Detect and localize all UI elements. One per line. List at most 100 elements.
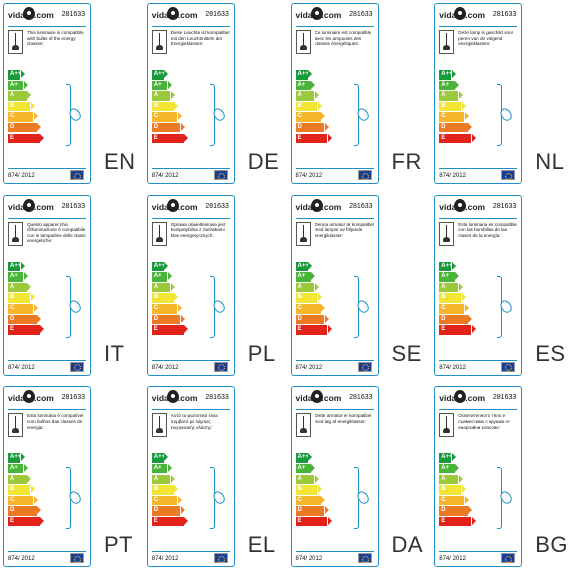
energy-class-bar: E xyxy=(295,516,332,527)
eu-flag-icon xyxy=(501,553,516,564)
pendant-lamp-icon xyxy=(295,221,311,246)
energy-class-bar: C xyxy=(295,304,326,314)
product-code: 281633 xyxy=(61,11,85,18)
energy-class-bar: E xyxy=(295,133,332,144)
energy-class-scale: A++ A+ A B C D E xyxy=(295,261,332,336)
energy-class-bar: A+ xyxy=(295,463,316,474)
eu-flag-icon xyxy=(357,361,372,372)
logo-mark-icon xyxy=(23,198,35,212)
energy-class-bar: D xyxy=(151,314,185,325)
pendant-lamp-icon xyxy=(439,221,455,246)
vidaxl-logo: vida .com xyxy=(296,390,342,405)
compatibility-text: Esta luminaria es compatible con las bom… xyxy=(458,221,517,238)
energy-class-bar: D xyxy=(151,122,185,133)
vidaxl-logo: vida .com xyxy=(296,198,342,214)
divider xyxy=(8,409,86,411)
compatibility-text: Denna armatur är kompatibel med lampor a… xyxy=(314,221,375,238)
energy-class-bar: A+ xyxy=(151,272,173,282)
compatibility-text: This luminaire is compatible with bulbs … xyxy=(27,30,84,47)
divider xyxy=(295,168,374,169)
energy-label-card: vida .com 281633 Αυτό το φωτιστικό είναι… xyxy=(146,386,235,568)
energy-class-bar: B xyxy=(151,101,179,112)
energy-label-cell: vida .com 281633 Dette armatur er kompat… xyxy=(288,383,431,574)
product-code: 281633 xyxy=(205,11,229,18)
pendant-lamp-icon xyxy=(8,221,23,246)
energy-class-bar: C xyxy=(295,495,326,506)
energy-class-bar: D xyxy=(151,506,185,516)
divider xyxy=(151,26,230,27)
language-code: DE xyxy=(247,149,280,174)
divider xyxy=(295,217,374,219)
energy-class-bar: A++ xyxy=(8,70,25,80)
energy-label-card: vida .com 281633 Esta luminaria es compa… xyxy=(434,194,523,376)
compatibility-text: Αυτό το φωτιστικό είναι συμβατό με λάμπε… xyxy=(170,413,218,430)
divider xyxy=(151,359,230,361)
energy-class-bar: B xyxy=(295,485,322,495)
divider xyxy=(151,551,230,553)
energy-class-scale: A++ A+ A B C D E xyxy=(439,453,476,527)
energy-class-bar: A+ xyxy=(151,463,173,474)
energy-class-bar: A++ xyxy=(439,453,456,463)
regulation-number: 874/ 2012 xyxy=(439,173,466,179)
language-code: DA xyxy=(391,532,424,558)
energy-class-bar: A xyxy=(151,282,175,293)
logo-mark-icon xyxy=(454,198,467,212)
language-code: NL xyxy=(535,149,565,174)
energy-class-scale: A++ A+ A B C D E xyxy=(151,70,189,144)
energy-class-bar: C xyxy=(8,112,39,122)
energy-class-bar: D xyxy=(439,314,472,325)
pendant-lamp-icon xyxy=(439,413,455,438)
divider xyxy=(295,26,374,27)
energy-class-bar: C xyxy=(151,304,182,314)
eu-flag-icon xyxy=(213,553,228,564)
energy-class-bar: E xyxy=(439,516,476,527)
language-code: ES xyxy=(535,340,566,366)
divider xyxy=(151,217,230,219)
vidaxl-logo: vida .com xyxy=(8,390,54,405)
eu-flag-icon xyxy=(70,361,84,372)
product-code: 281633 xyxy=(492,11,517,18)
energy-class-bar: A xyxy=(295,282,319,293)
compatibility-text: Dette armatur er kompatibel med løg af e… xyxy=(314,413,372,424)
product-code: 281633 xyxy=(205,394,229,402)
energy-class-bar: D xyxy=(295,122,329,133)
energy-class-bar: A++ xyxy=(151,70,169,80)
language-code: PT xyxy=(104,532,134,558)
energy-class-bar: A++ xyxy=(439,70,456,80)
vidaxl-logo: vida .com xyxy=(152,390,198,405)
energy-class-bar: A++ xyxy=(8,261,25,272)
divider xyxy=(8,359,86,361)
logo-mark-icon xyxy=(310,390,323,404)
vidaxl-logo: vida .com xyxy=(439,198,485,214)
energy-class-bar: D xyxy=(295,506,329,516)
energy-class-scale: A++ A+ A B C D E xyxy=(8,261,45,336)
energy-class-bar: E xyxy=(151,133,189,144)
energy-label-card: vida .com 281633 Denna armatur är kompat… xyxy=(290,194,379,376)
energy-class-bar: A xyxy=(439,91,463,101)
energy-class-bar: B xyxy=(8,101,35,112)
energy-class-scale: A++ A+ A B C D E xyxy=(439,70,476,144)
divider xyxy=(439,217,518,219)
language-code: IT xyxy=(104,340,125,366)
energy-class-bar: B xyxy=(151,293,179,303)
energy-class-bar: B xyxy=(8,293,35,303)
energy-class-bar: A++ xyxy=(8,453,25,463)
product-code: 281633 xyxy=(205,202,229,210)
eu-flag-icon xyxy=(213,361,228,372)
energy-label-cell: vida .com 281633 Oprawa oświetleniowa je… xyxy=(144,192,287,383)
energy-label-card: vida .com 281633 Diese Leuchte ist kompa… xyxy=(146,3,235,184)
language-code: FR xyxy=(391,149,422,174)
energy-label-card: vida .com 281633 Deze lamp is geschikt v… xyxy=(434,3,523,184)
pendant-lamp-icon xyxy=(151,30,167,54)
energy-label-card: vida .com 281633 Oprawa oświetleniowa je… xyxy=(146,194,235,376)
energy-class-bar: A+ xyxy=(295,80,316,91)
energy-class-bar: A xyxy=(8,91,31,101)
eu-flag-icon xyxy=(357,553,372,564)
pendant-lamp-icon xyxy=(8,413,23,438)
pendant-lamp-icon xyxy=(439,30,455,54)
energy-label-cell: vida .com 281633 Esta luminaria es compa… xyxy=(431,192,574,383)
logo-mark-icon xyxy=(166,390,179,404)
energy-class-bar: A xyxy=(151,91,175,101)
energy-class-bar: E xyxy=(8,325,45,335)
energy-class-bar: B xyxy=(439,293,466,303)
